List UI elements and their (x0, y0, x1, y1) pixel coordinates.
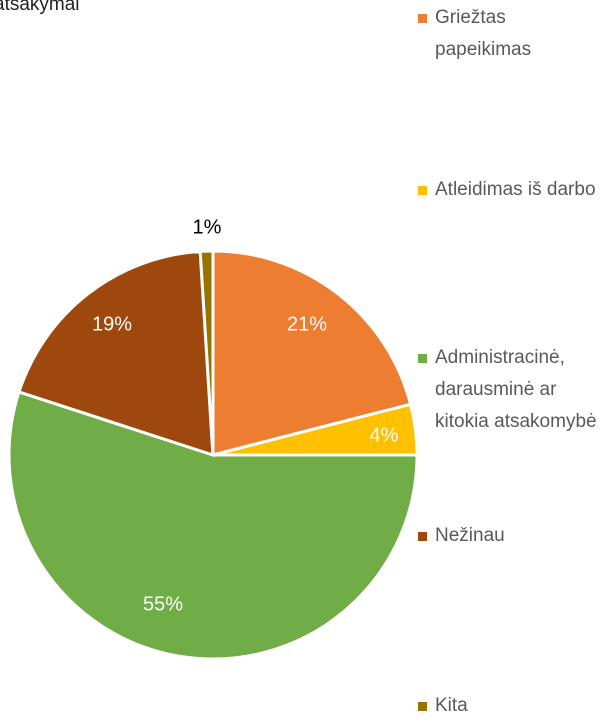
pie-slice (198, 249, 215, 456)
legend-label: Nežinau (435, 525, 505, 546)
chart-title: atsakymai (0, 0, 80, 15)
pie-slice (211, 249, 413, 457)
legend-label: Kita (435, 695, 468, 716)
data-label: 21% (287, 313, 327, 335)
legend-label: Administracinė, darausminė ar kitokia at… (435, 347, 597, 432)
legend-label: Griežtas papeikimas (435, 7, 532, 60)
data-label: 55% (143, 593, 183, 615)
legend-entry: Nežinau (416, 520, 606, 552)
data-label: 19% (92, 313, 132, 335)
data-label: 4% (370, 424, 399, 446)
pie-slice (7, 390, 419, 661)
legend-swatch (418, 186, 427, 195)
legend-swatch (418, 354, 427, 363)
legend-entry: Kita (416, 690, 606, 722)
legend-entry: Administracinė, darausminė ar kitokia at… (416, 342, 606, 438)
legend-label: Atleidimas iš darbo (435, 179, 596, 200)
legend-entry: Griežtas papeikimas (416, 2, 606, 66)
pie-slice (17, 249, 215, 458)
legend-swatch (418, 14, 427, 23)
data-label: 1% (193, 216, 222, 238)
legend-swatch (418, 532, 427, 541)
legend-swatch (418, 702, 427, 711)
legend-entry: Atleidimas iš darbo (416, 174, 606, 206)
